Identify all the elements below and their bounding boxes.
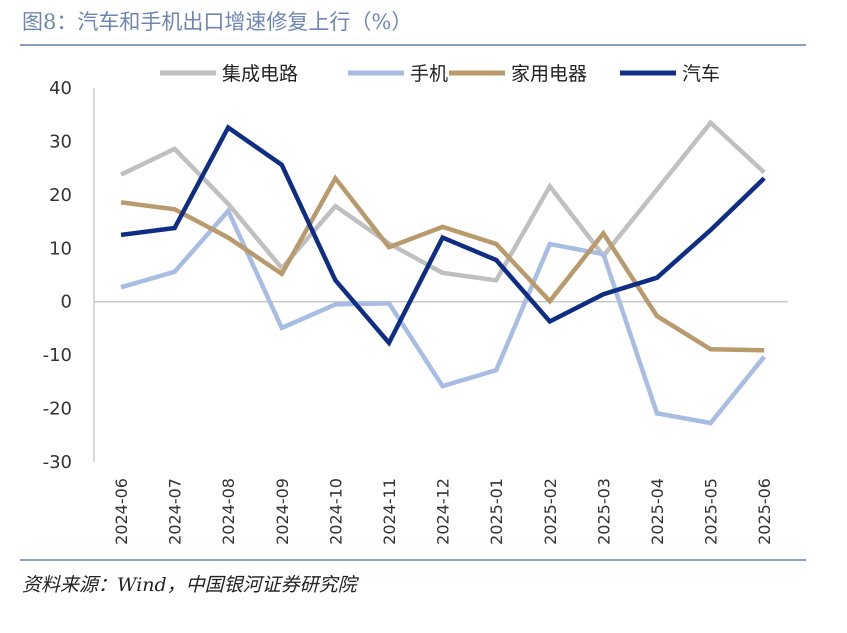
x-tick-label: 2025-05: [702, 478, 721, 545]
x-tick-label: 2024-10: [326, 478, 345, 545]
x-tick-label: 2024-08: [219, 478, 238, 545]
y-tick-label: 10: [49, 238, 72, 259]
y-tick-label: 0: [61, 292, 72, 313]
y-tick-label: 40: [49, 78, 72, 99]
x-tick-label: 2025-03: [594, 478, 613, 545]
line-chart: 40 30 20 10 0 -10 -20 -30 2024-06 2024-07 2024-08 2…: [43, 63, 788, 545]
series-line-3: [120, 174, 765, 353]
legend-label: 汽车: [682, 63, 720, 85]
y-tick-label: -20: [43, 399, 72, 420]
x-tick-label: 2024-12: [434, 478, 453, 545]
x-tick-label: 2025-02: [541, 478, 560, 545]
series-line-2: [120, 206, 766, 426]
y-tick-label: 30: [49, 131, 72, 152]
y-tick-label: 20: [49, 185, 72, 206]
title-divider: [20, 44, 806, 46]
legend-label: 手机: [410, 63, 448, 85]
source-divider: [20, 559, 806, 561]
source-note: 资料来源：Wind，中国银河证券研究院: [22, 574, 357, 596]
legend-label: 集成电路: [222, 63, 298, 85]
x-tick-label: 2025-04: [648, 478, 667, 545]
legend-label: 家用电器: [511, 63, 587, 85]
x-tick-label: 2024-06: [112, 478, 131, 545]
series-line-4: [120, 124, 766, 347]
x-tick-label: 2024-09: [273, 478, 292, 545]
y-tick-label: -30: [43, 452, 72, 473]
x-tick-label: 2025-06: [755, 478, 774, 545]
series-line-1: [120, 119, 766, 283]
y-tick-label: -10: [43, 345, 72, 366]
chart-title: 图8：汽车和手机出口增速修复上行（%）: [22, 10, 413, 34]
x-tick-label: 2024-07: [166, 478, 185, 545]
x-tick-label: 2025-01: [487, 478, 506, 545]
x-tick-label: 2024-11: [380, 478, 399, 545]
